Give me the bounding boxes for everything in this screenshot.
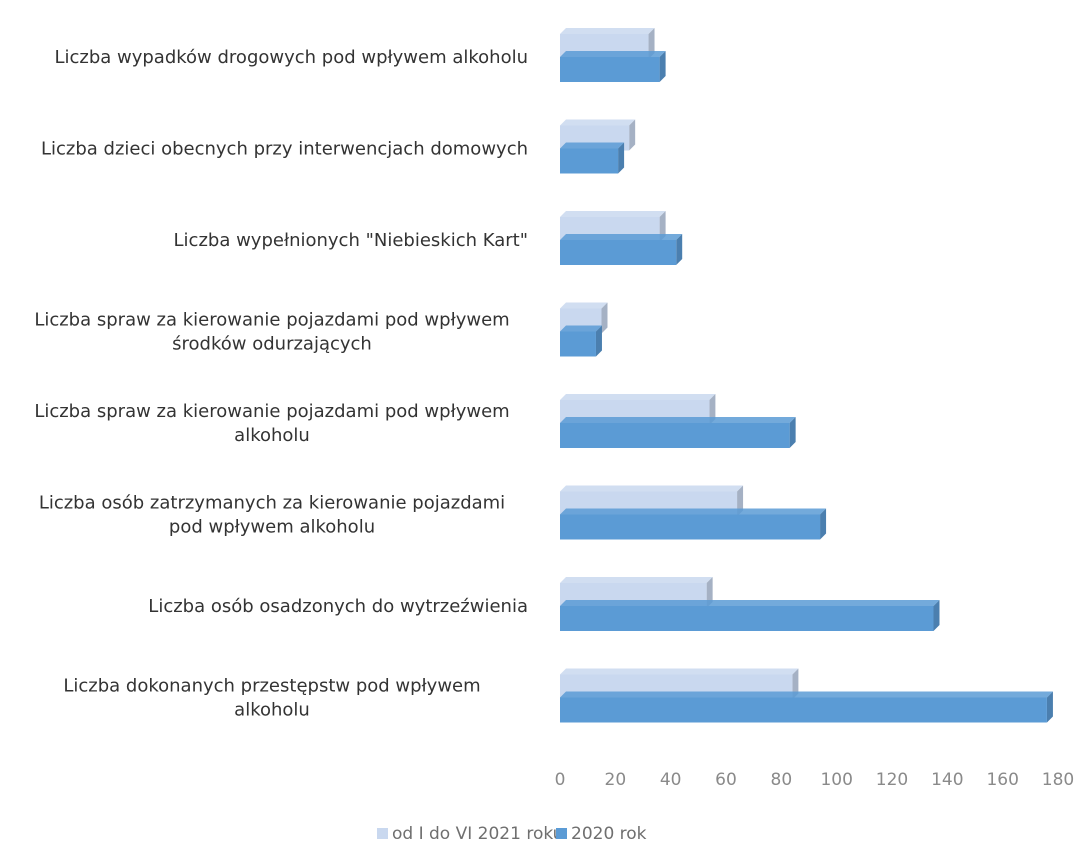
- bar-2020-5: [560, 508, 827, 540]
- category-label: Liczba spraw za kierowanie pojazdami pod…: [34, 401, 509, 446]
- bar-top-face: [560, 417, 796, 423]
- bar-top-face: [560, 577, 713, 583]
- x-axis-tick-labels: 0 20 40 60 80 100 120 140 160 180: [555, 770, 1075, 790]
- category-label-line: Liczba osób zatrzymanych za kierowanie p…: [39, 493, 505, 514]
- bar-top-face: [560, 28, 655, 34]
- bar-side-face: [659, 51, 666, 82]
- bar-top-face: [560, 508, 827, 515]
- legend-swatch: [556, 828, 567, 839]
- bar-top-face: [560, 119, 636, 126]
- x-tick-label: 120: [876, 770, 908, 790]
- category-label-line: Liczba dzieci obecnych przy interwencjac…: [41, 139, 528, 160]
- x-tick-label: 40: [660, 770, 682, 790]
- legend-swatch: [377, 828, 388, 839]
- category-label-line: Liczba spraw za kierowanie pojazdami pod…: [34, 401, 509, 422]
- bars-group: [560, 28, 1053, 723]
- bar-side-face: [820, 508, 827, 540]
- category-label-line: pod wpływem alkoholu: [169, 517, 375, 538]
- category-label-line: alkoholu: [234, 425, 310, 446]
- bar-top-face: [560, 51, 666, 57]
- bar-2020-1: [560, 142, 625, 174]
- category-label: Liczba wypełnionych "Niebieskich Kart": [174, 230, 528, 251]
- bar-side-face: [676, 234, 683, 265]
- x-tick-label: 60: [715, 770, 737, 790]
- bar-side-face: [789, 417, 796, 448]
- x-tick-label: 0: [555, 770, 566, 790]
- bar-2020-6: [560, 600, 940, 631]
- bar-front-face: [560, 331, 596, 357]
- bar-front-face: [560, 57, 660, 82]
- bar-side-face: [933, 600, 940, 631]
- bar-2020-3: [560, 325, 602, 357]
- legend-label: od I do VI 2021 roku: [392, 824, 563, 844]
- category-labels: Liczba wypadków drogowych pod wpływem al…: [34, 47, 528, 721]
- x-tick-label: 100: [820, 770, 852, 790]
- legend: od I do VI 2021 roku 2020 rok: [377, 824, 647, 844]
- category-label: Liczba wypadków drogowych pod wpływem al…: [54, 47, 528, 68]
- category-label: Liczba dzieci obecnych przy interwencjac…: [41, 139, 528, 160]
- bar-side-face: [1046, 691, 1053, 723]
- bar-2020-0: [560, 51, 666, 82]
- bar-front-face: [560, 606, 934, 631]
- legend-label: 2020 rok: [571, 824, 647, 844]
- category-label: Liczba osób zatrzymanych za kierowanie p…: [39, 493, 505, 538]
- bar-front-face: [560, 240, 677, 265]
- category-label-line: Liczba wypadków drogowych pod wpływem al…: [54, 47, 528, 68]
- x-tick-label: 20: [605, 770, 627, 790]
- category-label: Liczba osób osadzonych do wytrzeźwienia: [148, 596, 528, 617]
- bar-top-face: [560, 142, 625, 149]
- bar-top-face: [560, 600, 940, 606]
- bar-top-face: [560, 485, 744, 492]
- bar-top-face: [560, 394, 716, 400]
- bar-side-face: [629, 119, 636, 151]
- x-tick-label: 160: [986, 770, 1018, 790]
- bar-2020-4: [560, 417, 796, 448]
- bar-top-face: [560, 234, 683, 240]
- bar-top-face: [560, 211, 666, 217]
- legend-item-2020: 2020 rok: [556, 824, 647, 844]
- x-tick-label: 140: [931, 770, 963, 790]
- category-label-line: Liczba dokonanych przestępstw pod wpływe…: [63, 676, 480, 697]
- bar-front-face: [560, 514, 821, 540]
- bar-side-face: [618, 142, 625, 174]
- bar-front-face: [560, 423, 790, 448]
- legend-item-h1-2021: od I do VI 2021 roku: [377, 824, 563, 844]
- bar-front-face: [560, 697, 1047, 723]
- bar-side-face: [601, 302, 608, 334]
- bar-front-face: [560, 148, 619, 174]
- bar-top-face: [560, 691, 1053, 698]
- bar-2020-2: [560, 234, 683, 265]
- bar-2020-7: [560, 691, 1053, 723]
- bar-top-face: [560, 302, 608, 309]
- x-tick-label: 80: [771, 770, 793, 790]
- bar-top-face: [560, 668, 799, 675]
- category-label: Liczba dokonanych przestępstw pod wpływe…: [63, 676, 480, 721]
- category-label-line: Liczba osób osadzonych do wytrzeźwienia: [148, 596, 528, 617]
- x-tick-label: 180: [1042, 770, 1074, 790]
- category-label-line: alkoholu: [234, 700, 310, 721]
- category-label-line: Liczba spraw za kierowanie pojazdami pod…: [34, 310, 509, 331]
- category-label: Liczba spraw za kierowanie pojazdami pod…: [34, 310, 509, 355]
- category-label-line: Liczba wypełnionych "Niebieskich Kart": [174, 230, 528, 251]
- bar-side-face: [595, 325, 602, 357]
- category-label-line: środków odurzających: [172, 334, 372, 355]
- bar-top-face: [560, 325, 602, 332]
